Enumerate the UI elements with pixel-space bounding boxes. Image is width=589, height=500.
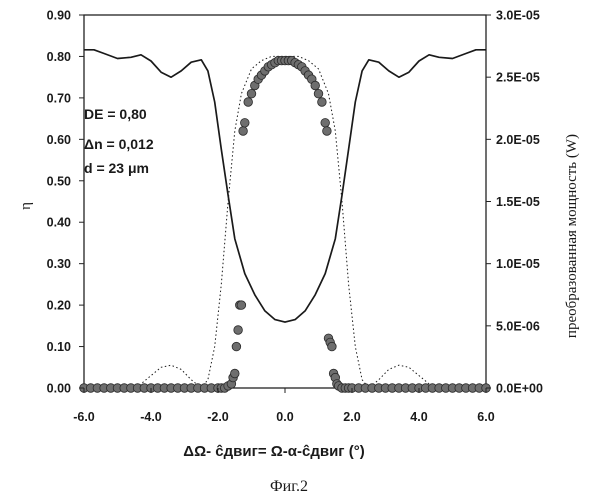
annotation-delta-n: Δn = 0,012 [84, 136, 154, 152]
y-right-tick-label: 1.0E-05 [496, 257, 540, 271]
y-right-tick-label: 2.5E-05 [496, 71, 540, 85]
data-point [232, 342, 241, 351]
y-left-tick-label: 0.80 [47, 50, 71, 64]
annotation-de: DE = 0,80 [84, 106, 147, 122]
x-tick-label: 6.0 [477, 410, 494, 424]
data-point [321, 119, 330, 128]
x-tick-label: -4.0 [140, 410, 162, 424]
y-left-tick-label: 0.60 [47, 133, 71, 147]
series-solid-line [84, 50, 486, 322]
data-point [247, 89, 256, 98]
solid-line-path [84, 50, 486, 322]
data-point [318, 98, 327, 107]
x-tick-label: 0.0 [276, 410, 293, 424]
y-left-tick-label: 0.70 [47, 91, 71, 105]
y-left-tick-label: 0.90 [47, 9, 71, 23]
y-right-tick-label: 1.5E-05 [496, 195, 540, 209]
axes: -6.0 -4.0 -2.0 0.0 2.0 4.0 6.0 0.00 0.10 0.20 0.30… [47, 9, 543, 425]
x-tick-label: -2.0 [207, 410, 229, 424]
data-point [314, 89, 323, 98]
annotation-d: d = 23 μm [84, 160, 149, 176]
figure-caption: Фиг.2 [270, 478, 308, 495]
y-axis-right-label: преобразованная мощность (W) [564, 134, 580, 338]
y-left-tick-label: 0.40 [47, 216, 71, 230]
y-right-tick-label: 5.0E-06 [496, 319, 540, 333]
x-tick-label: 2.0 [343, 410, 360, 424]
x-tick-label: -6.0 [73, 410, 95, 424]
x-axis-label: ΔΩ- ĉдвиг= Ω-α-ĉдвиг (°) [183, 443, 364, 460]
x-tick-label: 4.0 [410, 410, 427, 424]
data-point [237, 301, 246, 310]
plot-area [84, 15, 486, 388]
data-point [311, 81, 320, 90]
data-point [239, 127, 248, 136]
data-point [231, 369, 240, 378]
data-point [244, 98, 253, 107]
y-axis-left-label: η [18, 202, 34, 210]
y-right-tick-label: 0.0E+00 [496, 382, 543, 396]
data-point [234, 326, 243, 335]
data-point [328, 342, 337, 351]
y-right-tick-label: 3.0E-05 [496, 9, 540, 23]
data-point [323, 127, 332, 136]
y-left-tick-label: 0.50 [47, 174, 71, 188]
y-right-tick-label: 2.0E-05 [496, 133, 540, 147]
y-left-tick-label: 0.30 [47, 257, 71, 271]
data-point [241, 119, 250, 128]
y-left-tick-label: 0.00 [47, 382, 71, 396]
y-left-tick-label: 0.10 [47, 340, 71, 354]
y-left-tick-label: 0.20 [47, 299, 71, 313]
